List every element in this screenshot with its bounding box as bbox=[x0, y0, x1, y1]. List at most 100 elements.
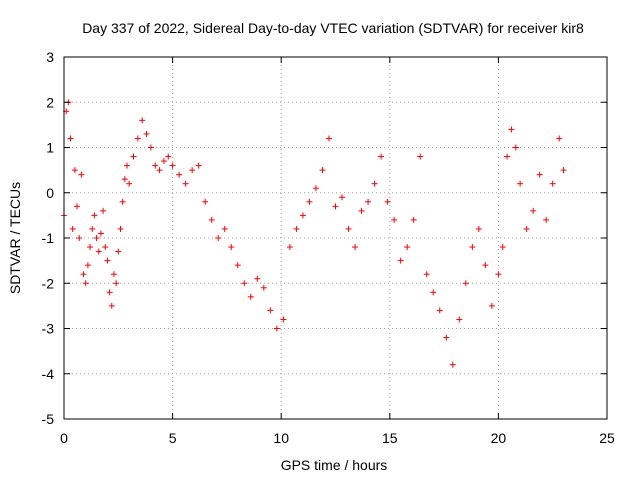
data-point bbox=[280, 316, 287, 323]
data-point bbox=[267, 307, 274, 314]
data-point bbox=[517, 180, 524, 187]
data-point bbox=[93, 235, 100, 241]
data-point bbox=[504, 153, 511, 160]
data-point bbox=[78, 171, 85, 178]
data-point bbox=[130, 153, 137, 160]
data-point bbox=[332, 203, 339, 210]
y-tick-label: 1 bbox=[46, 140, 54, 156]
plot-frame bbox=[63, 56, 608, 420]
data-point bbox=[123, 162, 130, 169]
x-tick-label: 5 bbox=[169, 430, 177, 446]
data-point bbox=[228, 244, 235, 251]
data-point bbox=[410, 216, 417, 223]
data-point bbox=[423, 271, 430, 278]
y-tick-label: -3 bbox=[42, 321, 55, 337]
data-point bbox=[202, 198, 209, 205]
data-point bbox=[273, 325, 280, 332]
data-point bbox=[241, 280, 248, 287]
data-point bbox=[234, 262, 241, 269]
chart-title: Day 337 of 2022, Sidereal Day-to-day VTE… bbox=[82, 20, 584, 36]
data-point bbox=[365, 198, 372, 205]
data-point bbox=[121, 176, 128, 183]
data-point bbox=[113, 280, 120, 287]
data-point bbox=[89, 225, 96, 232]
x-tick-label: 15 bbox=[382, 430, 398, 446]
x-tick-label: 0 bbox=[60, 430, 68, 446]
data-point bbox=[512, 144, 519, 151]
data-point bbox=[312, 185, 319, 192]
data-point bbox=[126, 180, 133, 187]
data-point bbox=[67, 135, 74, 142]
data-point bbox=[556, 135, 563, 142]
data-point bbox=[80, 271, 87, 278]
data-point bbox=[82, 280, 89, 287]
data-point bbox=[391, 216, 398, 223]
data-point bbox=[215, 235, 222, 241]
data-point bbox=[499, 244, 506, 251]
data-point bbox=[104, 257, 111, 264]
data-point bbox=[87, 244, 94, 251]
data-point bbox=[530, 207, 537, 214]
data-point bbox=[358, 207, 365, 214]
data-point bbox=[260, 284, 267, 291]
data-point bbox=[549, 180, 556, 187]
data-point bbox=[143, 130, 150, 137]
axis-ticks: 0 5 10 15 20 25 -5 -4 -3 -2 -1 0 1 2 3 bbox=[42, 49, 615, 446]
data-point bbox=[102, 244, 109, 251]
data-point bbox=[71, 167, 78, 174]
data-point bbox=[139, 117, 146, 124]
data-point bbox=[482, 262, 489, 269]
y-tick-label: 0 bbox=[46, 185, 54, 201]
y-axis-label: SDTVAR / TECUs bbox=[7, 182, 23, 294]
data-point bbox=[156, 167, 163, 174]
y-tick-label: -5 bbox=[42, 411, 55, 427]
data-point bbox=[147, 144, 154, 151]
data-point bbox=[69, 225, 76, 232]
data-point bbox=[293, 225, 300, 232]
x-tick-label: 25 bbox=[599, 430, 615, 446]
data-point bbox=[221, 225, 228, 232]
data-point bbox=[152, 162, 159, 169]
y-tick-label: -2 bbox=[42, 275, 55, 291]
data-point bbox=[74, 203, 81, 210]
data-point bbox=[97, 230, 104, 237]
data-point bbox=[462, 280, 469, 287]
data-point bbox=[560, 167, 567, 174]
grid-layer bbox=[64, 57, 607, 419]
data-point bbox=[182, 180, 189, 187]
data-point bbox=[430, 289, 437, 296]
data-point bbox=[325, 135, 332, 142]
data-point bbox=[449, 361, 456, 368]
data-point bbox=[523, 225, 530, 232]
data-point bbox=[208, 216, 215, 223]
data-point bbox=[352, 244, 359, 251]
data-point bbox=[115, 248, 122, 255]
data-point bbox=[160, 158, 167, 165]
data-point bbox=[108, 302, 115, 309]
data-points bbox=[61, 99, 567, 368]
x-axis-label: GPS time / hours bbox=[281, 457, 388, 473]
data-point bbox=[189, 167, 196, 174]
data-point bbox=[475, 225, 482, 232]
data-point bbox=[443, 334, 450, 341]
data-point bbox=[100, 207, 107, 214]
data-point bbox=[469, 244, 476, 251]
data-point bbox=[417, 153, 424, 160]
data-point bbox=[91, 212, 98, 219]
data-point bbox=[299, 212, 306, 219]
data-point bbox=[397, 257, 404, 264]
data-point bbox=[169, 162, 176, 169]
data-point bbox=[404, 244, 411, 251]
data-point bbox=[339, 194, 346, 201]
data-point bbox=[110, 271, 117, 278]
x-tick-label: 10 bbox=[273, 430, 289, 446]
data-point bbox=[119, 198, 126, 205]
x-tick-label: 20 bbox=[491, 430, 507, 446]
data-point bbox=[456, 316, 463, 323]
data-point bbox=[319, 167, 326, 174]
data-point bbox=[76, 235, 83, 241]
data-point bbox=[436, 307, 443, 314]
y-tick-label: -1 bbox=[42, 230, 55, 246]
data-point bbox=[371, 180, 378, 187]
data-point bbox=[247, 293, 254, 300]
